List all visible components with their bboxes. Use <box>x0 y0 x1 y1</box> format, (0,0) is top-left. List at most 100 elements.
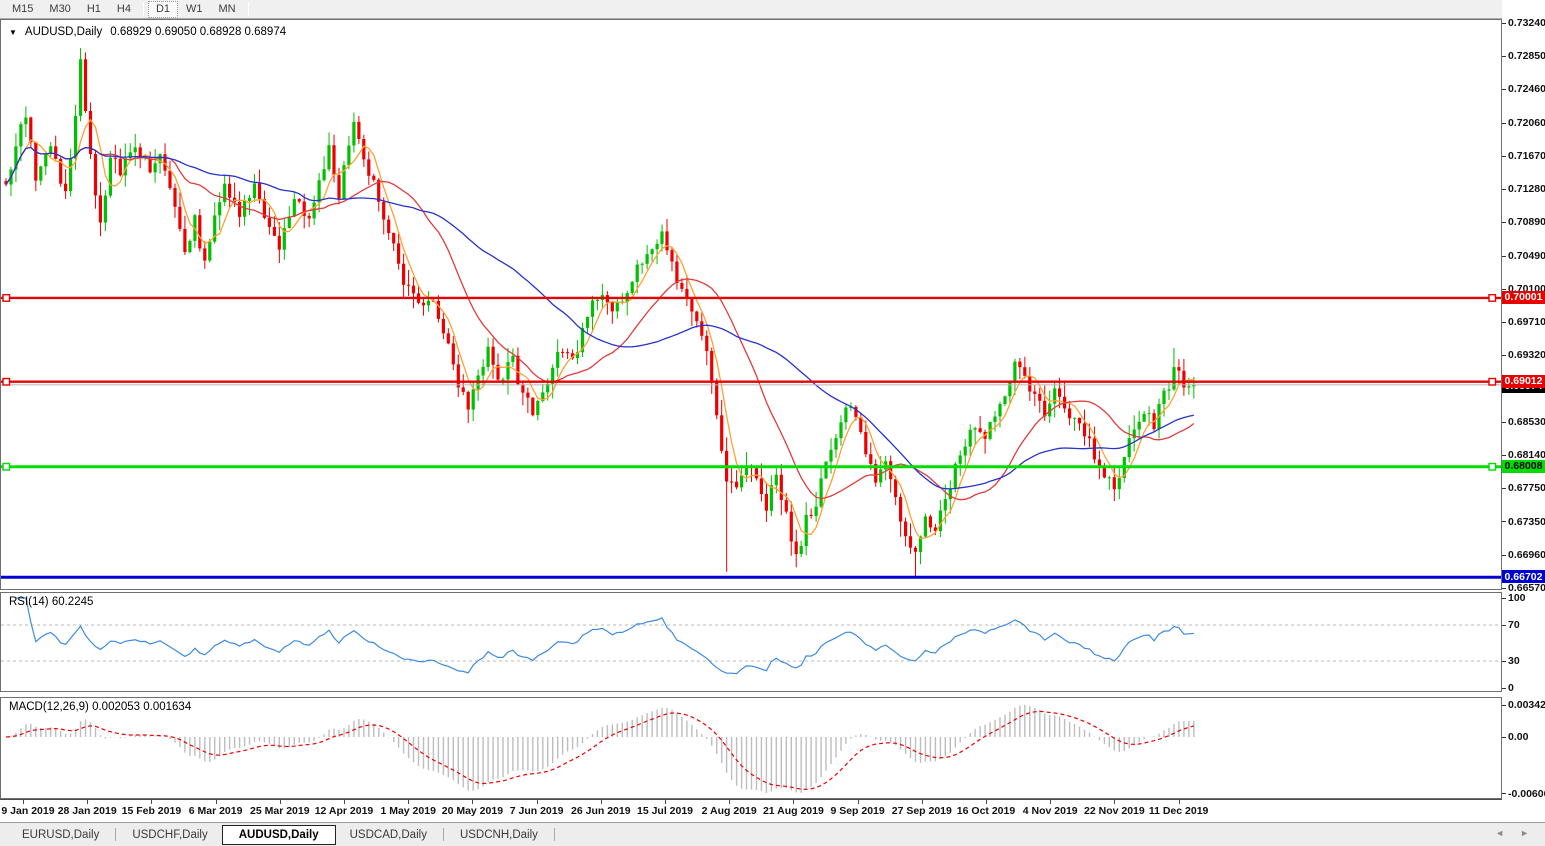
axis-tick-mark <box>1502 255 1506 257</box>
date-tick-label: 9 Jan 2019 <box>1 805 55 817</box>
chart-tab-bar: EURUSD,Daily USDCHF,Daily AUDUSD,Daily USDC… <box>0 822 1545 846</box>
axis-tick-text: 0.003421 <box>1508 699 1545 711</box>
date-tick-mark <box>921 800 923 804</box>
macd-indicator-pane[interactable]: MACD(12,26,9) 0.002053 0.001634 <box>0 697 1502 799</box>
axis-tick-text: 0.66960 <box>1508 549 1545 561</box>
date-axis: 9 Jan 2019 28 Jan 2019 15 Feb 2019 6 Mar 20… <box>0 799 1502 820</box>
axis-tick-mark <box>1502 587 1506 589</box>
axis-tick-mark <box>1502 221 1506 223</box>
timeframe-button-w1[interactable]: W1 <box>178 1 211 18</box>
axis-tick-text: 0.71280 <box>1508 183 1545 195</box>
axis-tick-text: 0.72850 <box>1508 50 1545 62</box>
axis-tick-mark <box>1502 55 1506 57</box>
timeframe-button-h4[interactable]: H4 <box>109 1 139 18</box>
axis-tick-text: -0.006069 <box>1508 787 1545 800</box>
timeframe-button-m15[interactable]: M15 <box>4 1 41 18</box>
rsi-tick-label: 0 <box>1502 682 1545 695</box>
axis-tick-mark <box>1502 793 1506 795</box>
date-tick-label: 4 Nov 2019 <box>1022 805 1078 817</box>
date-tick-label: 21 Aug 2019 <box>762 805 824 817</box>
date-tick-mark <box>215 800 217 804</box>
timeframe-button-m30[interactable]: M30 <box>41 1 78 18</box>
hline-handle[interactable] <box>2 462 11 471</box>
axis-tick-text: 0.66570 <box>1508 582 1545 594</box>
tab-separator <box>115 828 117 841</box>
price-tick-label: 0.68140 <box>1502 449 1545 462</box>
toolbar-separator <box>142 2 144 16</box>
scroll-right-icon[interactable]: ► <box>1520 828 1529 838</box>
date-tick-mark <box>857 800 859 804</box>
macd-label: MACD(12,26,9) 0.002053 0.001634 <box>9 701 192 713</box>
date-tick-label: 2 Aug 2019 <box>701 805 757 817</box>
date-tick-mark <box>986 800 987 804</box>
axis-tick-mark <box>1502 487 1506 489</box>
main-chart-canvas[interactable] <box>1 20 1501 589</box>
date-tick-mark <box>151 800 153 804</box>
macd-histogram <box>10 704 1195 793</box>
macd-tick-label: 0.00 <box>1502 731 1545 744</box>
ma-slow-line <box>5 146 1194 490</box>
hline-handle[interactable] <box>2 294 11 302</box>
timeframe-button-d1[interactable]: D1 <box>147 0 178 18</box>
axis-tick-mark <box>1502 88 1506 90</box>
rsi-tick-label: 70 <box>1502 619 1545 632</box>
symbol-dropdown-icon[interactable]: ▼ <box>9 27 17 37</box>
macd-canvas[interactable] <box>1 698 1501 798</box>
hline-handle[interactable] <box>1488 462 1497 471</box>
date-tick-label: 9 Sep 2019 <box>830 805 885 817</box>
date-tick-label: 7 Jun 2019 <box>509 805 564 817</box>
axis-tick-text: 0.70490 <box>1508 250 1545 262</box>
axis-tick-text: 0.71670 <box>1508 150 1545 162</box>
axis-tick-mark <box>1502 521 1506 523</box>
timeframe-button-h1[interactable]: H1 <box>79 1 109 18</box>
axis-tick-text: 30 <box>1508 655 1520 667</box>
chart-tab-usdchf[interactable]: USDCHF,Daily <box>132 828 208 841</box>
date-tick-mark <box>344 800 345 804</box>
date-tick-mark <box>1178 800 1180 804</box>
chart-tab-audusd[interactable]: AUDUSD,Daily <box>221 824 336 845</box>
tab-separator <box>442 828 444 841</box>
axis-tick-mark <box>1502 687 1506 689</box>
tab-scrollers: ◄ ► <box>1495 828 1529 838</box>
date-tick-label: 25 Mar 2019 <box>250 805 310 817</box>
date-tick-label: 12 Apr 2019 <box>314 805 374 817</box>
date-tick-mark <box>665 800 666 804</box>
hline-handle[interactable] <box>2 377 11 386</box>
date-tick-label: 1 May 2019 <box>380 805 436 817</box>
date-tick-label: 15 Jul 2019 <box>636 805 694 817</box>
axis-tick-text: 0.68530 <box>1508 416 1545 428</box>
date-tick-label: 15 Feb 2019 <box>121 805 182 817</box>
date-tick-label: 20 May 2019 <box>441 805 504 817</box>
axis-tick-mark <box>1502 288 1506 290</box>
price-tick-label: 0.66960 <box>1502 549 1545 562</box>
price-tick-label: 0.67750 <box>1502 482 1545 495</box>
toolbar-separator <box>247 2 249 16</box>
hline-handle[interactable] <box>1488 377 1497 386</box>
chart-tab-usdcnh[interactable]: USDCNH,Daily <box>459 828 538 841</box>
chart-symbol-label: AUDUSD,Daily <box>24 26 103 38</box>
chart-header: ▼ AUDUSD,Daily 0.68929 0.69050 0.68928 0… <box>9 26 286 38</box>
axis-tick-mark <box>1502 736 1506 738</box>
axis-tick-mark <box>1502 354 1506 356</box>
scroll-left-icon[interactable]: ◄ <box>1495 828 1505 838</box>
price-tick-label: 0.73240 <box>1502 17 1545 30</box>
chart-tab-eurusd[interactable]: EURUSD,Daily <box>22 828 100 841</box>
rsi-indicator-pane[interactable]: RSI(14) 60.2245 <box>0 592 1502 692</box>
date-tick-label: 22 Nov 2019 <box>1084 805 1145 817</box>
macd-tick-label: -0.006069 <box>1502 787 1545 800</box>
chart-tab-usdcad[interactable]: USDCAD,Daily <box>349 828 427 841</box>
hline-handle[interactable] <box>1488 294 1497 302</box>
date-tick-mark <box>536 800 538 804</box>
date-tick-label: 26 Jun 2019 <box>571 805 631 817</box>
main-chart-pane[interactable]: ▼ AUDUSD,Daily 0.68929 0.69050 0.68928 0… <box>0 19 1502 590</box>
axis-tick-text: 0.69320 <box>1508 349 1545 362</box>
rsi-canvas[interactable] <box>1 593 1501 691</box>
axis-tick-mark <box>1502 155 1506 157</box>
timeframe-button-mn[interactable]: MN <box>211 1 244 18</box>
date-tick-label: 27 Sep 2019 <box>891 805 952 817</box>
price-tick-label: 0.72850 <box>1502 50 1545 63</box>
axis-tick-mark <box>1502 321 1506 323</box>
price-axis: 0.73240 0.72850 0.72460 0.72060 0.71670 0.712… <box>1502 0 1545 822</box>
price-badge-068008: 0.68008 <box>1502 459 1545 473</box>
tab-separator <box>553 828 555 841</box>
